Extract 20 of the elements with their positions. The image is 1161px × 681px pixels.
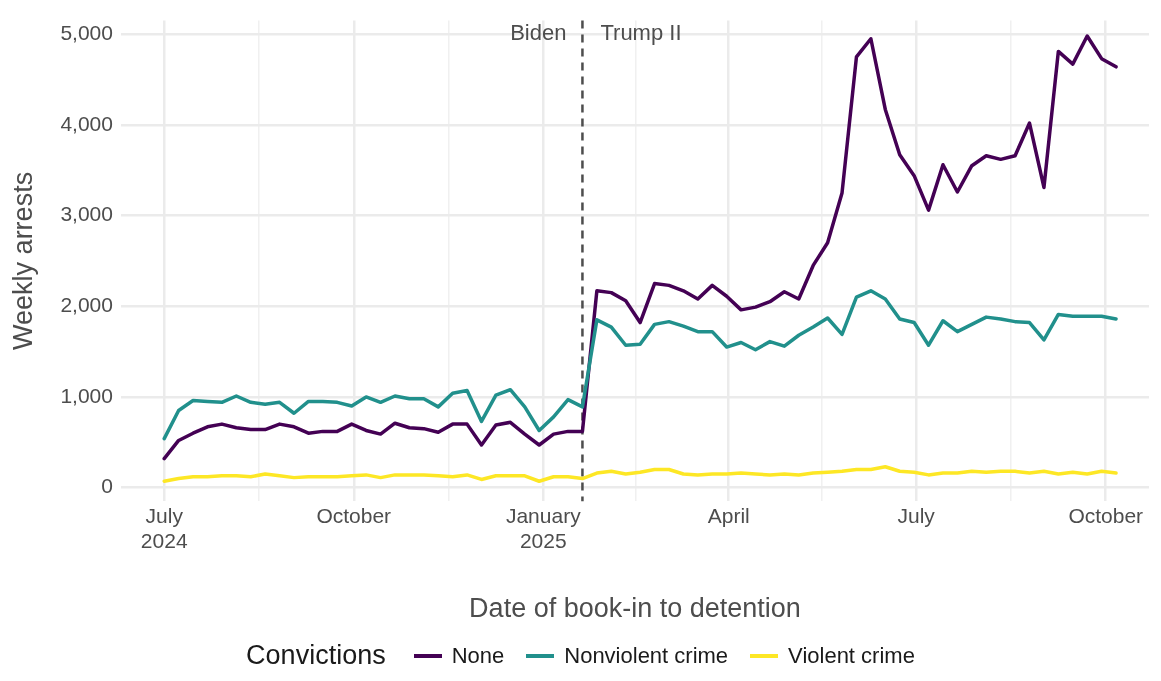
annotation: Biden [510, 20, 567, 46]
y-tick-label: 2,000 [60, 293, 113, 317]
y-tick-label: 0 [101, 474, 113, 498]
legend-label: None [451, 642, 505, 669]
y-tick-label: 4,000 [60, 111, 113, 135]
annotation: Trump II [600, 20, 682, 46]
legend-label: Nonviolent crime [564, 642, 729, 669]
x-tick-label: July [897, 503, 936, 527]
y-tick-label: 3,000 [60, 202, 113, 226]
legend-label: Violent crime [788, 642, 915, 669]
x-tick-label: April [707, 503, 750, 527]
legend-title: Convictions [246, 640, 386, 671]
x-tick-label: October [316, 503, 392, 527]
x-tick-label: October [1068, 503, 1144, 527]
y-tick-label: 5,000 [60, 21, 113, 44]
x-tick-label: July 2024 [140, 503, 188, 552]
y-tick-label: 1,000 [60, 383, 113, 407]
x-tick-label: January 2025 [505, 503, 582, 552]
x-axis-title: Date of book-in to detention [469, 593, 801, 624]
y-axis-title: Weekly arrests [7, 171, 38, 350]
